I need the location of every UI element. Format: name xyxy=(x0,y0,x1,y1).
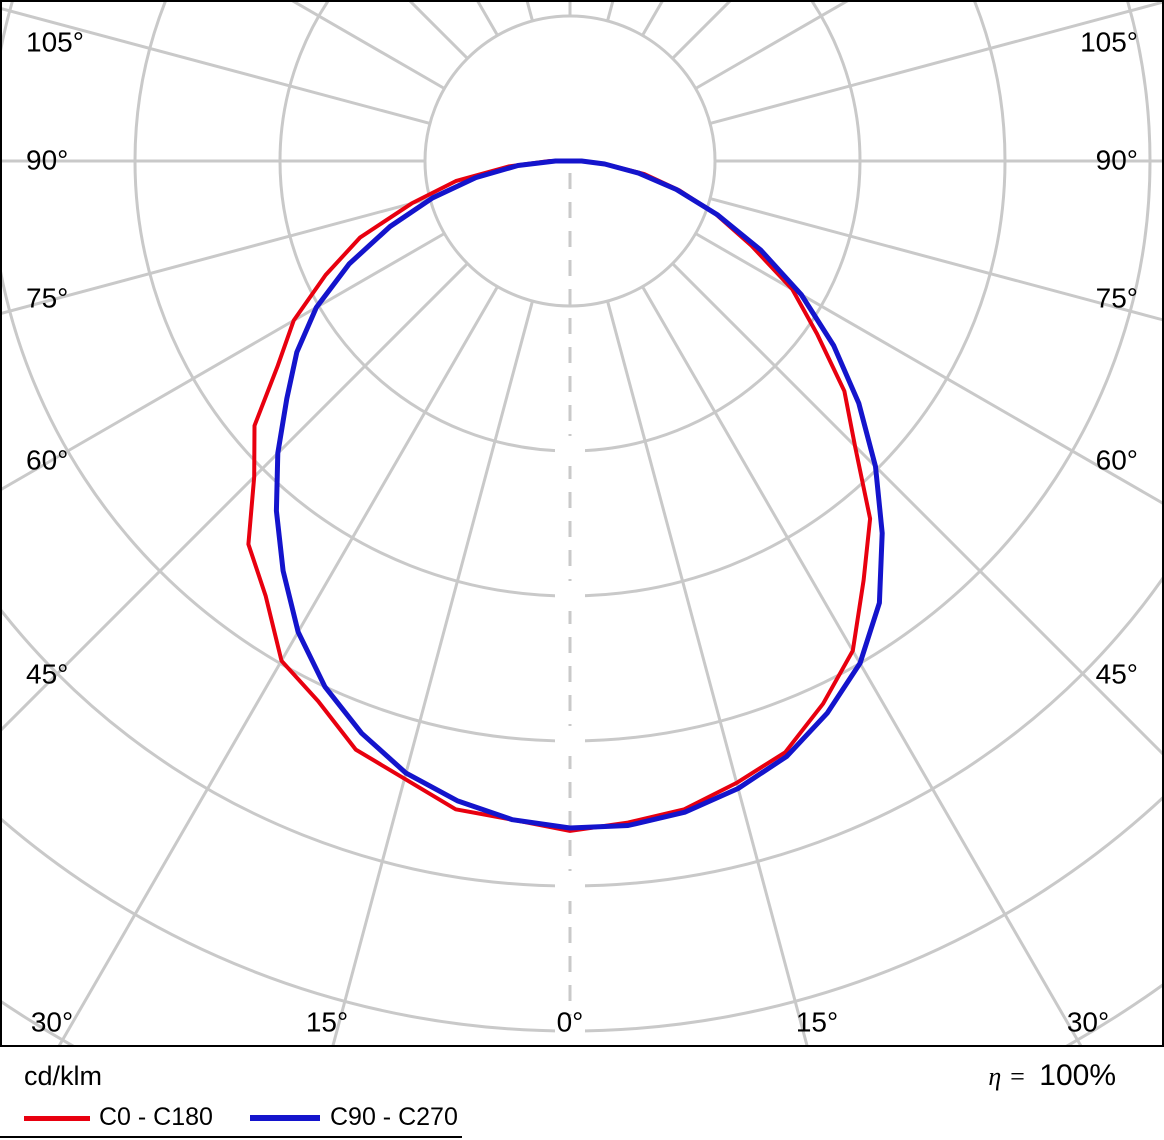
polar-grid-ray xyxy=(57,285,499,1045)
angle-label-right: 75° xyxy=(1096,283,1138,314)
ring-value-gap xyxy=(555,436,585,466)
ring-value-gap xyxy=(555,871,585,901)
ring-value-gap xyxy=(555,581,585,611)
legend-underline xyxy=(0,1136,462,1138)
angle-label-left: 60° xyxy=(26,445,68,476)
angle-label-bottom: 30° xyxy=(1067,1007,1109,1038)
efficiency-readout: η = 100% xyxy=(988,1059,1116,1093)
polar-grid-ray xyxy=(671,262,1162,756)
angle-label-left: 45° xyxy=(26,659,68,690)
polar-chart-area: 105° 90° 75° 60° 45° 105° 90° 75° 60° 45° 30° 15° 0°… xyxy=(0,0,1164,1047)
chart-footer: cd/klm η = 100% C0 - C180 C90 - C270 xyxy=(0,1047,1164,1140)
polar-grid-ray xyxy=(709,197,1162,322)
angle-label-left: 75° xyxy=(26,283,68,314)
angle-label-right: 45° xyxy=(1096,659,1138,690)
polar-grid-ray xyxy=(2,7,431,125)
legend-label-c90-c270: C90 - C270 xyxy=(330,1103,458,1131)
polar-grid-ray xyxy=(2,262,469,732)
angle-label-right: 105° xyxy=(1080,27,1138,58)
series-curve-1 xyxy=(273,158,885,831)
angle-label-left: 105° xyxy=(26,27,84,58)
units-label: cd/klm xyxy=(24,1061,103,1091)
angle-label-right: 60° xyxy=(1096,445,1138,476)
polar-grid-ray xyxy=(641,285,1083,1045)
angle-label-right: 90° xyxy=(1096,145,1138,176)
polar-grid-ray xyxy=(2,232,446,491)
polar-grid-ray xyxy=(606,300,809,1045)
legend-swatch-c90-c270 xyxy=(250,1115,320,1121)
ring-value-gap xyxy=(555,1016,585,1045)
polar-grid-ring xyxy=(2,2,1152,743)
polar-chart: 105° 90° 75° 60° 45° 105° 90° 75° 60° 45° 30° 15° 0°… xyxy=(2,2,1162,1045)
legend-swatch-c0-c180 xyxy=(24,1116,90,1121)
eta-symbol: η xyxy=(988,1062,1002,1091)
eta-equals: = xyxy=(1008,1062,1027,1091)
polar-grid-ray xyxy=(331,300,534,1045)
polar-grid-ray xyxy=(2,197,431,315)
polar-grid-ray xyxy=(694,232,1162,505)
angle-label-bottom: 15° xyxy=(306,1007,348,1038)
angle-label-bottom: 30° xyxy=(31,1007,73,1038)
polar-grid-ray xyxy=(709,2,1162,125)
angle-label-bottom: 15° xyxy=(796,1007,838,1038)
angle-label-left: 90° xyxy=(26,145,68,176)
ring-value-gap xyxy=(555,726,585,756)
legend-label-c0-c180: C0 - C180 xyxy=(99,1103,213,1131)
angle-label-bottom: 0° xyxy=(557,1007,584,1038)
efficiency-value: 100% xyxy=(1039,1059,1116,1092)
